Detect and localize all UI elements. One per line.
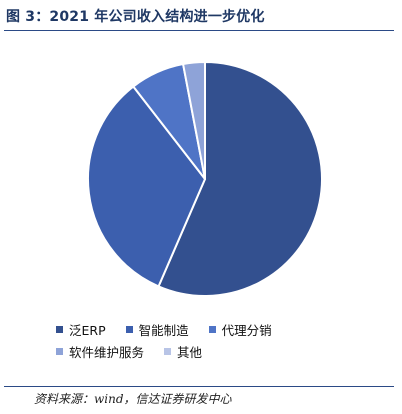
legend-row-1: 泛ERP 智能制造 代理分销 xyxy=(56,318,356,340)
chart-legend: 泛ERP 智能制造 代理分销 软件维护服务 其他 xyxy=(56,318,356,362)
source-note: 资料来源：wind，信达证券研发中心 xyxy=(34,392,232,406)
legend-label-erp: 泛ERP xyxy=(69,322,106,338)
source-divider xyxy=(4,386,394,387)
legend-item-erp: 泛ERP xyxy=(56,320,106,339)
legend-swatch-distribution xyxy=(208,325,216,333)
title-divider xyxy=(4,30,394,31)
legend-swatch-smart-manufacturing xyxy=(125,325,133,333)
legend-label-other: 其他 xyxy=(177,344,203,360)
legend-item-distribution: 代理分销 xyxy=(208,320,272,339)
legend-row-2: 软件维护服务 其他 xyxy=(56,340,356,362)
legend-item-smart-manufacturing: 智能制造 xyxy=(125,320,189,339)
legend-item-software-maintenance: 软件维护服务 xyxy=(56,342,144,361)
legend-swatch-other xyxy=(164,347,172,355)
legend-label-distribution: 代理分销 xyxy=(221,322,272,338)
legend-label-software-maintenance: 软件维护服务 xyxy=(69,344,145,360)
slice-smart-manufacturing xyxy=(87,85,206,288)
legend-swatch-erp xyxy=(56,325,63,333)
pie-slices xyxy=(87,61,323,297)
slice-erp xyxy=(157,61,323,297)
legend-swatch-software-maintenance xyxy=(56,347,63,355)
legend-label-smart-manufacturing: 智能制造 xyxy=(138,322,189,338)
pie-chart xyxy=(87,61,323,297)
figure-title: 图 3：2021 年公司收入结构进一步优化 xyxy=(6,9,265,25)
legend-item-other: 其他 xyxy=(164,342,202,361)
